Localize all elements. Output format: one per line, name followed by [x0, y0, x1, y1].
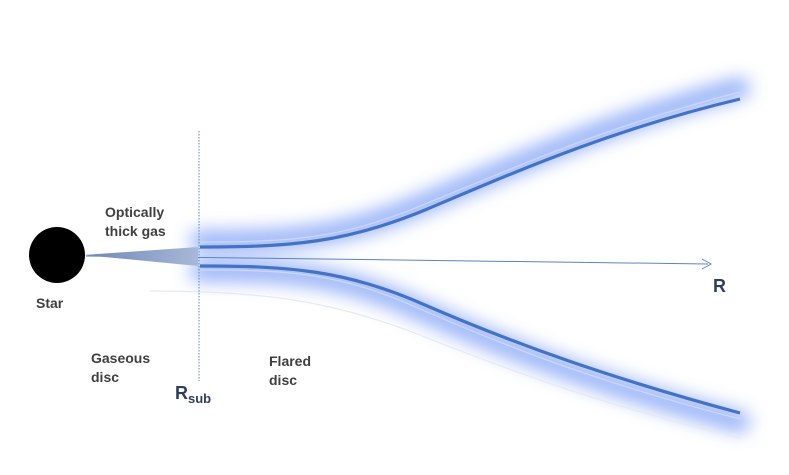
label-star: Star: [36, 295, 64, 311]
label-optically-thick-gas-line2: thick gas: [105, 223, 166, 239]
label-flared-disc-line1: Flared: [269, 353, 311, 369]
label-r-sub-subscript: sub: [188, 391, 211, 406]
optically-thick-gas-wedge: [84, 247, 198, 266]
label-gaseous-disc-line2: disc: [91, 369, 119, 385]
lower-faint-outline: [149, 290, 741, 439]
disc-glow: [190, 78, 750, 432]
label-gaseous-disc-line1: Gaseous: [91, 350, 150, 366]
lower-disc-surface: [199, 264, 741, 415]
label-flared-disc-line2: disc: [269, 372, 297, 388]
upper-disc-surface: [199, 97, 741, 249]
upper-disc-inner-edge: [199, 91, 741, 243]
label-r-sub: Rsub: [175, 383, 211, 406]
lower-disc-inner-edge: [199, 269, 741, 420]
label-r-axis: R: [713, 276, 726, 296]
star-circle: [29, 227, 85, 283]
label-r-sub-main: R: [175, 383, 188, 403]
label-optically-thick-gas-line1: Optically: [105, 204, 164, 220]
